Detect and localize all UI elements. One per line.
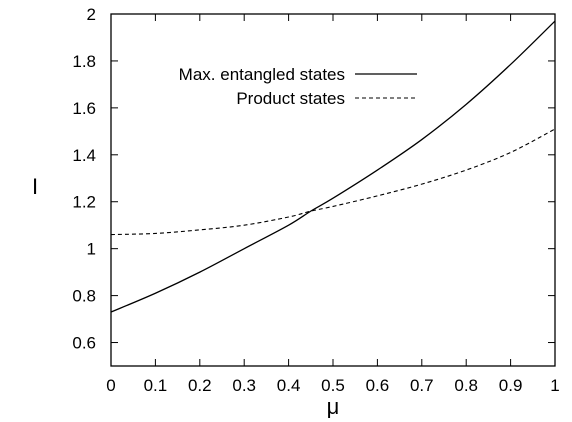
x-tick-label: 0.7 (410, 376, 434, 395)
series-lines (110, 20, 556, 313)
y-tick-label: 1.2 (72, 193, 96, 212)
legend-label-max-entangled: Max. entangled states (179, 65, 345, 84)
y-tick-label: 0.8 (72, 287, 96, 306)
axis-ticks (110, 13, 556, 366)
x-tick-label: 0.5 (321, 376, 345, 395)
x-tick-label: 0.8 (454, 376, 478, 395)
legend: Max. entangled states Product states (179, 65, 417, 108)
x-tick-label: 0.9 (499, 376, 523, 395)
y-axis-label: I (32, 174, 38, 199)
series-line-product (110, 128, 556, 236)
x-tick-label: 0.3 (232, 376, 256, 395)
x-tick-label: 0.4 (277, 376, 301, 395)
y-tick-label: 1.8 (72, 52, 96, 71)
x-tick-label: 1 (550, 376, 559, 395)
series-line-max-entangled (110, 20, 556, 313)
x-tick-label: 0.6 (366, 376, 390, 395)
tick-labels: 0 0.1 0.2 0.3 0.4 0.5 0.6 0.7 0.8 0.9 1 0.6 0.8 1 1.2 1… (72, 5, 559, 395)
y-tick-label: 2 (87, 5, 96, 24)
y-tick-label: 1.4 (72, 146, 96, 165)
x-tick-label: 0 (106, 376, 115, 395)
legend-label-product: Product states (236, 89, 345, 108)
y-tick-label: 1.6 (72, 99, 96, 118)
y-tick-label: 0.6 (72, 334, 96, 353)
y-tick-label: 1 (87, 240, 96, 259)
x-axis-label: μ (327, 394, 340, 419)
x-tick-label: 0.2 (188, 376, 212, 395)
x-tick-label: 0.1 (144, 376, 168, 395)
